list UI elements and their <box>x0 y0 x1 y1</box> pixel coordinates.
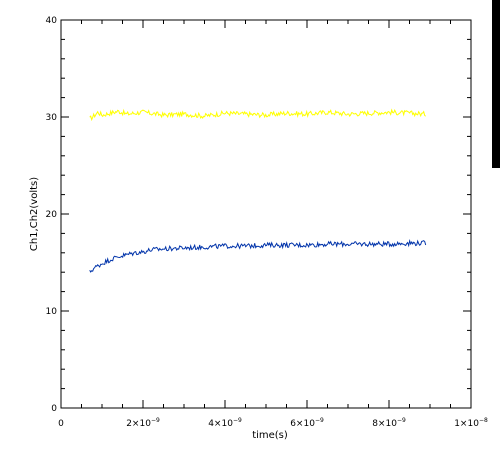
x-tick-label: 2×10−9 <box>126 417 160 429</box>
window-edge-bar <box>492 0 500 168</box>
y-tick-label: 30 <box>46 113 58 123</box>
y-tick-label: 0 <box>51 404 57 414</box>
x-tick-label: 8×10−9 <box>372 417 406 429</box>
y-axis-label: Ch1,Ch2(volts) <box>29 177 40 251</box>
x-tick-label: 0 <box>58 419 64 429</box>
x-tick-label: 1×10−8 <box>454 417 488 429</box>
plot-frame <box>60 19 472 409</box>
series-layer <box>89 108 427 273</box>
series-line-ch1 <box>89 108 426 122</box>
x-tick-label: 6×10−9 <box>290 417 324 429</box>
y-axis-ticks: 0 10 20 30 40 <box>46 16 471 414</box>
y-tick-label: 20 <box>46 210 58 220</box>
x-tick-label: 4×10−9 <box>208 417 242 429</box>
series-line-ch2 <box>89 238 427 273</box>
x-axis-ticks: 0 2×10−9 4×10−9 6×10−9 8×10−9 1×10−8 <box>58 20 488 429</box>
y-tick-label: 40 <box>46 16 58 26</box>
y-tick-label: 10 <box>46 307 58 317</box>
x-axis-label: time(s) <box>252 430 288 441</box>
